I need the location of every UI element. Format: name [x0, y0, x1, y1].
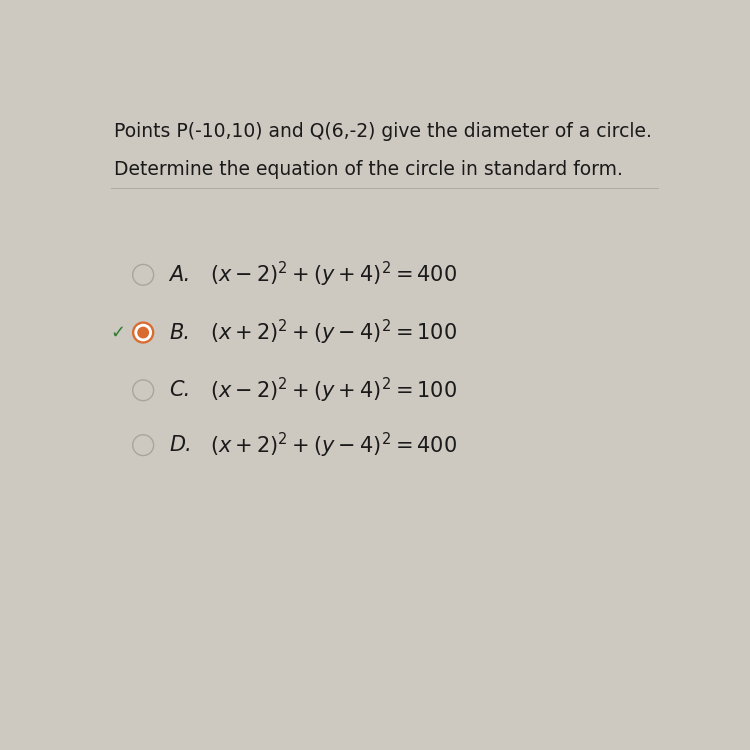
Text: $(x - 2)^2 + (y + 4)^2 = 400$: $(x - 2)^2 + (y + 4)^2 = 400$: [210, 260, 457, 290]
Text: C.: C.: [170, 380, 190, 400]
Circle shape: [138, 327, 148, 338]
Text: ✓: ✓: [110, 323, 126, 341]
Circle shape: [135, 325, 152, 340]
Text: $(x - 2)^2 + (y + 4)^2 = 100$: $(x - 2)^2 + (y + 4)^2 = 100$: [210, 376, 457, 405]
Text: Determine the equation of the circle in standard form.: Determine the equation of the circle in …: [114, 160, 623, 179]
Circle shape: [133, 322, 154, 343]
Text: A.: A.: [170, 265, 190, 285]
Text: D.: D.: [170, 435, 192, 455]
Text: $(x + 2)^2 + (y - 4)^2 = 400$: $(x + 2)^2 + (y - 4)^2 = 400$: [210, 430, 457, 460]
Text: B.: B.: [170, 322, 190, 343]
Text: Points P(-10,10) and Q(6,-2) give the diameter of a circle.: Points P(-10,10) and Q(6,-2) give the di…: [114, 122, 652, 141]
Text: $(x + 2)^2 + (y - 4)^2 = 100$: $(x + 2)^2 + (y - 4)^2 = 100$: [210, 318, 457, 347]
